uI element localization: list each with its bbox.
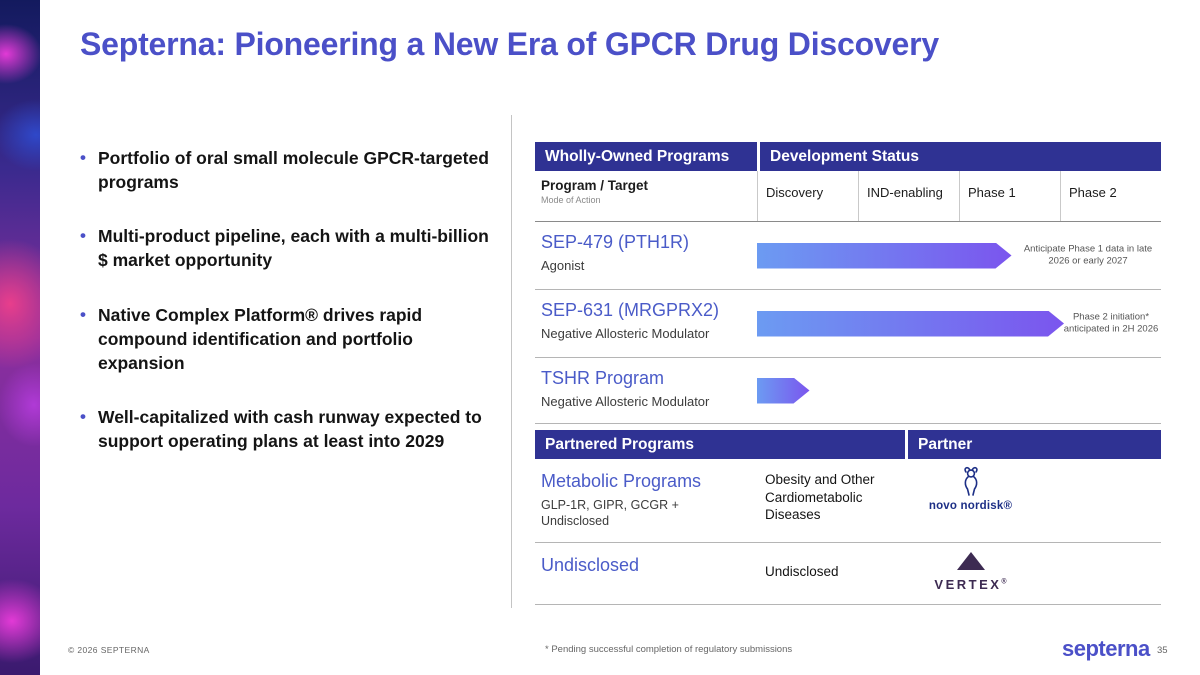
table-row: Undisclosed Undisclosed VERTEX® <box>535 543 1161 605</box>
development-progress-arrow <box>757 311 1064 337</box>
program-name: SEP-479 (PTH1R) <box>541 232 690 252</box>
copyright-text: © 2026 SEPTERNA <box>68 645 150 655</box>
mode-of-action-label: Mode of Action <box>541 195 601 205</box>
phase-column-phase2: Phase 2 <box>1060 171 1161 221</box>
status-area: Phase 2 initiation* anticipated in 2H 20… <box>757 290 1161 357</box>
table-header-band-row: Wholly-Owned Programs Development Status <box>535 142 1161 171</box>
program-moa: Negative Allosteric Modulator <box>541 394 710 409</box>
indication-text: Obesity and Other Cardiometabolic Diseas… <box>765 472 875 523</box>
program-name: Metabolic Programs <box>541 471 702 491</box>
partner-header: Partner <box>908 430 1161 459</box>
bullet-item: Native Complex Platform® drives rapid co… <box>80 303 498 375</box>
status-area <box>757 358 1161 423</box>
program-moa: Agonist <box>541 258 585 273</box>
wholly-owned-programs-header: Wholly-Owned Programs <box>535 142 757 171</box>
development-progress-arrow <box>757 243 1012 269</box>
development-status-header: Development Status <box>760 142 1161 171</box>
footnote-text: * Pending successful completion of regul… <box>545 644 793 655</box>
decorative-molecule-strip <box>0 0 40 675</box>
development-progress-arrow <box>757 378 810 404</box>
program-target-column-header: Program / Target Mode of Action <box>535 171 757 221</box>
phase-column-ind-enabling: IND-enabling <box>858 171 959 221</box>
vertex-wordmark: VERTEX® <box>934 577 1007 592</box>
table-row: SEP-631 (MRGPRX2) Negative Allosteric Mo… <box>535 290 1161 358</box>
program-name: TSHR Program <box>541 368 665 388</box>
table-row: SEP-479 (PTH1R) Agonist Anticipate Phase… <box>535 222 1161 290</box>
novo-nordisk-wordmark: novo nordisk® <box>928 500 1013 512</box>
indication-text: Undisclosed <box>765 564 839 579</box>
milestone-note: Phase 2 initiation* anticipated in 2H 20… <box>1063 311 1159 335</box>
slide-title: Septerna: Pioneering a New Era of GPCR D… <box>80 26 939 62</box>
vertical-divider <box>511 115 512 608</box>
vertex-triangle-icon <box>956 552 986 575</box>
vertex-logo: VERTEX® <box>913 551 1028 592</box>
program-name: SEP-631 (MRGPRX2) <box>541 300 720 320</box>
program-name: Undisclosed <box>541 555 640 575</box>
program-moa: Negative Allosteric Modulator <box>541 326 710 341</box>
septerna-logo: septerna <box>1062 636 1150 661</box>
phase-column-discovery: Discovery <box>757 171 858 221</box>
partnered-header-band-row: Partnered Programs Partner <box>535 430 1161 459</box>
table-row: Metabolic Programs GLP-1R, GIPR, GCGR + … <box>535 459 1161 543</box>
phase-column-phase1: Phase 1 <box>959 171 1060 221</box>
bullet-item: Multi-product pipeline, each with a mult… <box>80 224 498 272</box>
milestone-note: Anticipate Phase 1 data in late 2026 or … <box>1023 243 1153 267</box>
novo-nordisk-logo: novo nordisk® <box>913 465 1028 512</box>
bullet-list: Portfolio of oral small molecule GPCR-ta… <box>80 146 498 483</box>
program-moa: GLP-1R, GIPR, GCGR + Undisclosed <box>541 498 679 529</box>
partnered-programs-header: Partnered Programs <box>535 430 905 459</box>
novo-nordisk-bull-icon <box>957 466 985 501</box>
programs-table: Wholly-Owned Programs Development Status… <box>535 142 1161 605</box>
bullet-item: Portfolio of oral small molecule GPCR-ta… <box>80 146 498 194</box>
column-header-row: Program / Target Mode of Action Discover… <box>535 171 1161 222</box>
page-number: 35 <box>1157 645 1168 656</box>
bullet-item: Well-capitalized with cash runway expect… <box>80 405 498 453</box>
program-target-label: Program / Target <box>541 178 649 193</box>
table-row: TSHR Program Negative Allosteric Modulat… <box>535 358 1161 424</box>
status-area: Anticipate Phase 1 data in late 2026 or … <box>757 222 1161 289</box>
